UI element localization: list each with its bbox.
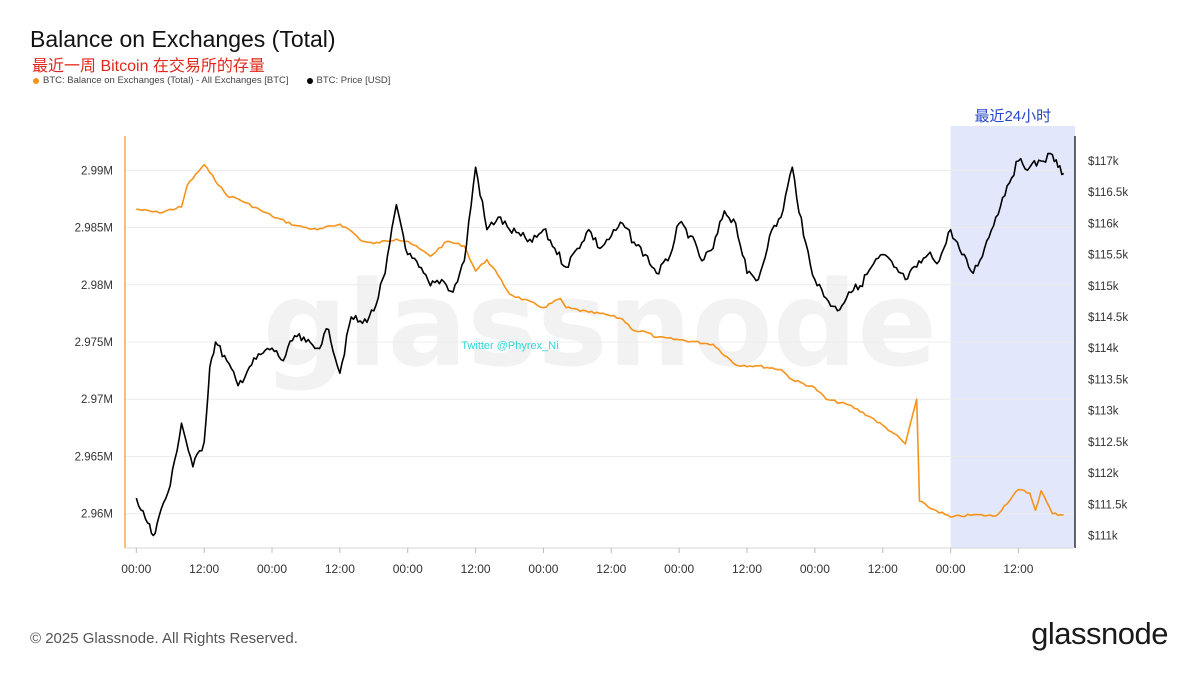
right-tick-label: $113.5k [1088, 374, 1128, 386]
left-tick-label: 2.965M [75, 451, 113, 463]
right-tick-label: $115k [1088, 281, 1119, 293]
right-tick-label: $116.5k [1088, 187, 1128, 199]
left-tick-label: 2.99M [81, 165, 113, 177]
credit-text: Twitter @Phyrex_Ni [461, 340, 558, 352]
chart-grid [125, 169, 1075, 515]
chart-title: Balance on Exchanges (Total) [30, 26, 336, 52]
copyright-footer: © 2025 Glassnode. All Rights Reserved. [30, 630, 298, 647]
legend-dot-price [306, 77, 313, 84]
legend-label-balance: BTC: Balance on Exchanges (Total) - All … [43, 75, 289, 86]
left-tick-label: 2.975M [75, 337, 113, 349]
x-tick-label: 00:00 [528, 562, 558, 576]
right-tick-label: $116k [1088, 218, 1119, 230]
left-tick-label: 2.985M [75, 223, 113, 235]
x-tick-label: 00:00 [664, 562, 694, 576]
x-tick-label: 12:00 [596, 562, 626, 576]
left-tick-label: 2.96M [81, 509, 113, 521]
highlight-last-24h [950, 126, 1075, 548]
x-tick-label: 12:00 [461, 562, 491, 576]
x-tick-label: 12:00 [189, 562, 219, 576]
x-tick-label: 12:00 [732, 562, 762, 576]
left-tick-label: 2.97M [81, 394, 113, 406]
highlight-label: 最近24小时 [974, 108, 1051, 125]
x-tick-label: 00:00 [936, 562, 966, 576]
x-tick-label: 00:00 [121, 562, 151, 576]
legend-item-price[interactable]: BTC: Price [USD] [306, 75, 391, 86]
left-tick-label: 2.98M [81, 280, 113, 292]
right-tick-label: $112k [1088, 468, 1119, 480]
right-tick-label: $114.5k [1088, 312, 1128, 324]
x-tick-label: 12:00 [325, 562, 355, 576]
chart-subtitle: 最近一周 Bitcoin 在交易所的存量 [32, 58, 265, 75]
right-tick-label: $112.5k [1088, 437, 1128, 449]
right-tick-label: $111k [1088, 531, 1118, 543]
right-y-axis: $111k $111.5k $112k $112.5k $113k $113.5k $114… [1074, 136, 1128, 548]
right-tick-label: $117k [1088, 156, 1119, 168]
right-tick-label: $114k [1088, 343, 1119, 355]
legend-dot-balance [33, 77, 39, 84]
x-axis: 00:00 12:00 00:00 12:00 00:00 12:00 00:00 12:00… [121, 547, 1075, 576]
legend-item-balance[interactable]: BTC: Balance on Exchanges (Total) - All … [33, 75, 289, 86]
x-tick-label: 00:00 [393, 562, 423, 576]
x-tick-label: 00:00 [257, 562, 287, 576]
chart-legend: BTC: Balance on Exchanges (Total) - All … [33, 75, 390, 86]
series-line-balance [136, 163, 1064, 518]
right-tick-label: $115.5k [1088, 250, 1128, 262]
x-tick-label: 00:00 [800, 562, 830, 576]
watermark-glassnode: glassnode [263, 255, 938, 393]
x-tick-label: 12:00 [1003, 562, 1033, 576]
x-tick-label: 12:00 [868, 562, 898, 576]
right-tick-label: $113k [1088, 406, 1119, 418]
legend-label-price: BTC: Price [USD] [316, 75, 391, 86]
right-tick-label: $111.5k [1088, 499, 1127, 511]
series-line-price [135, 152, 1065, 537]
left-y-axis: 2.96M 2.965M 2.97M 2.975M 2.98M 2.985M 2.99M [75, 136, 126, 548]
glassnode-logo: glassnode [1031, 616, 1168, 651]
